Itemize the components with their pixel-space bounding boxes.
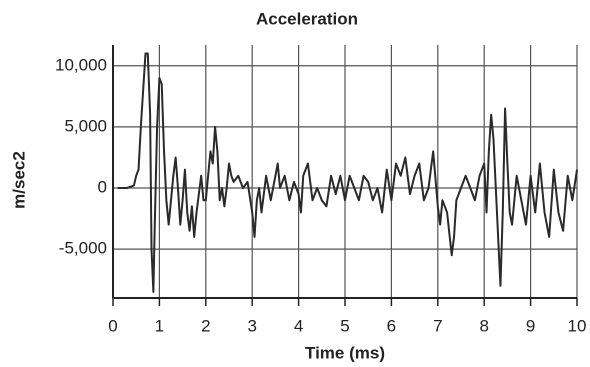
x-tick-label: 5 [340,316,349,335]
y-tick-label: 5,000 [64,116,107,135]
y-axis-label: m/sec2 [9,151,28,209]
y-tick-label: 10,000 [55,55,107,74]
x-tick-label: 10 [568,316,587,335]
y-tick-label: -5,000 [59,239,107,258]
x-tick-label: 3 [247,316,256,335]
chart-title: Acceleration [256,9,358,28]
x-tick-label: 7 [433,316,442,335]
data-line [117,52,578,293]
x-tick-label: 6 [387,316,396,335]
x-tick-label: 4 [294,316,303,335]
x-tick-label: 9 [526,316,535,335]
x-tick-label: 2 [201,316,210,335]
x-axis-label: Time (ms) [305,343,385,362]
x-tick-label: 1 [155,316,164,335]
x-tick-label: 8 [479,316,488,335]
y-tick-label: 0 [98,177,107,196]
x-tick-label: 0 [108,316,117,335]
